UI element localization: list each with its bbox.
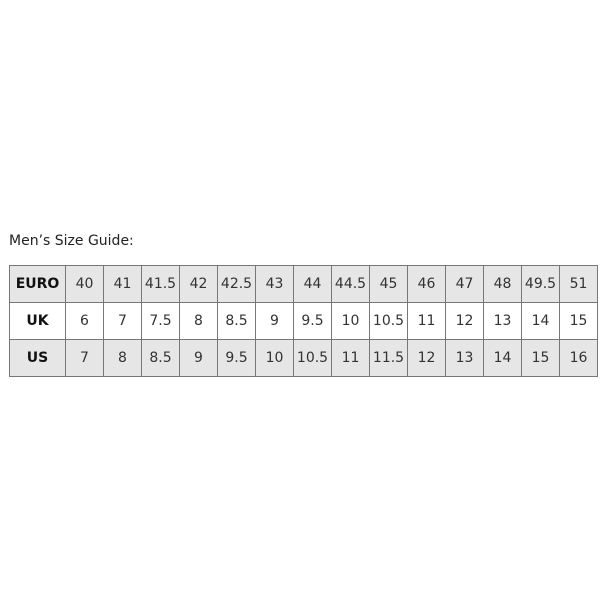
size-cell: 10 [331,302,370,340]
size-guide-title: Men’s Size Guide: [9,233,134,249]
size-cell: 43 [255,265,294,303]
size-cell: 41 [103,265,142,303]
size-cell: 9 [179,339,218,377]
size-cell: 6 [65,302,104,340]
size-row-uk: UK 6 7 7.5 8 8.5 9 9.5 10 10.5 11 12 13 14 15 [9,302,598,340]
size-cell: 12 [445,302,484,340]
size-cell: 8.5 [141,339,180,377]
size-cell: 15 [559,302,598,340]
size-cell: 44 [293,265,332,303]
size-cell: 8 [179,302,218,340]
size-cell: 9 [255,302,294,340]
size-cell: 45 [369,265,408,303]
size-cell: 51 [559,265,598,303]
size-cell: 11 [407,302,446,340]
size-cell: 10.5 [369,302,408,340]
size-cell: 42 [179,265,218,303]
size-cell: 9.5 [293,302,332,340]
size-cell: 7 [103,302,142,340]
size-cell: 10.5 [293,339,332,377]
size-cell: 15 [521,339,560,377]
size-cell: 47 [445,265,484,303]
size-cell: 7.5 [141,302,180,340]
size-cell: 9.5 [217,339,256,377]
size-cell: 14 [483,339,522,377]
size-cell: 11.5 [369,339,408,377]
row-label: UK [9,302,66,340]
size-cell: 40 [65,265,104,303]
size-cell: 49.5 [521,265,560,303]
size-row-euro: EURO 40 41 41.5 42 42.5 43 44 44.5 45 46 47 48 49.5 51 [9,265,598,303]
size-cell: 16 [559,339,598,377]
size-cell: 12 [407,339,446,377]
size-cell: 41.5 [141,265,180,303]
size-cell: 8.5 [217,302,256,340]
size-cell: 42.5 [217,265,256,303]
size-cell: 48 [483,265,522,303]
size-cell: 13 [483,302,522,340]
row-label: EURO [9,265,66,303]
size-cell: 8 [103,339,142,377]
size-table: EURO 40 41 41.5 42 42.5 43 44 44.5 45 46 47 48 49.5 51… [9,265,598,377]
size-cell: 13 [445,339,484,377]
size-cell: 46 [407,265,446,303]
size-cell: 10 [255,339,294,377]
row-label: US [9,339,66,377]
size-cell: 14 [521,302,560,340]
size-row-us: US 7 8 8.5 9 9.5 10 10.5 11 11.5 12 13 14 15 16 [9,339,598,377]
size-cell: 11 [331,339,370,377]
size-cell: 44.5 [331,265,370,303]
size-cell: 7 [65,339,104,377]
